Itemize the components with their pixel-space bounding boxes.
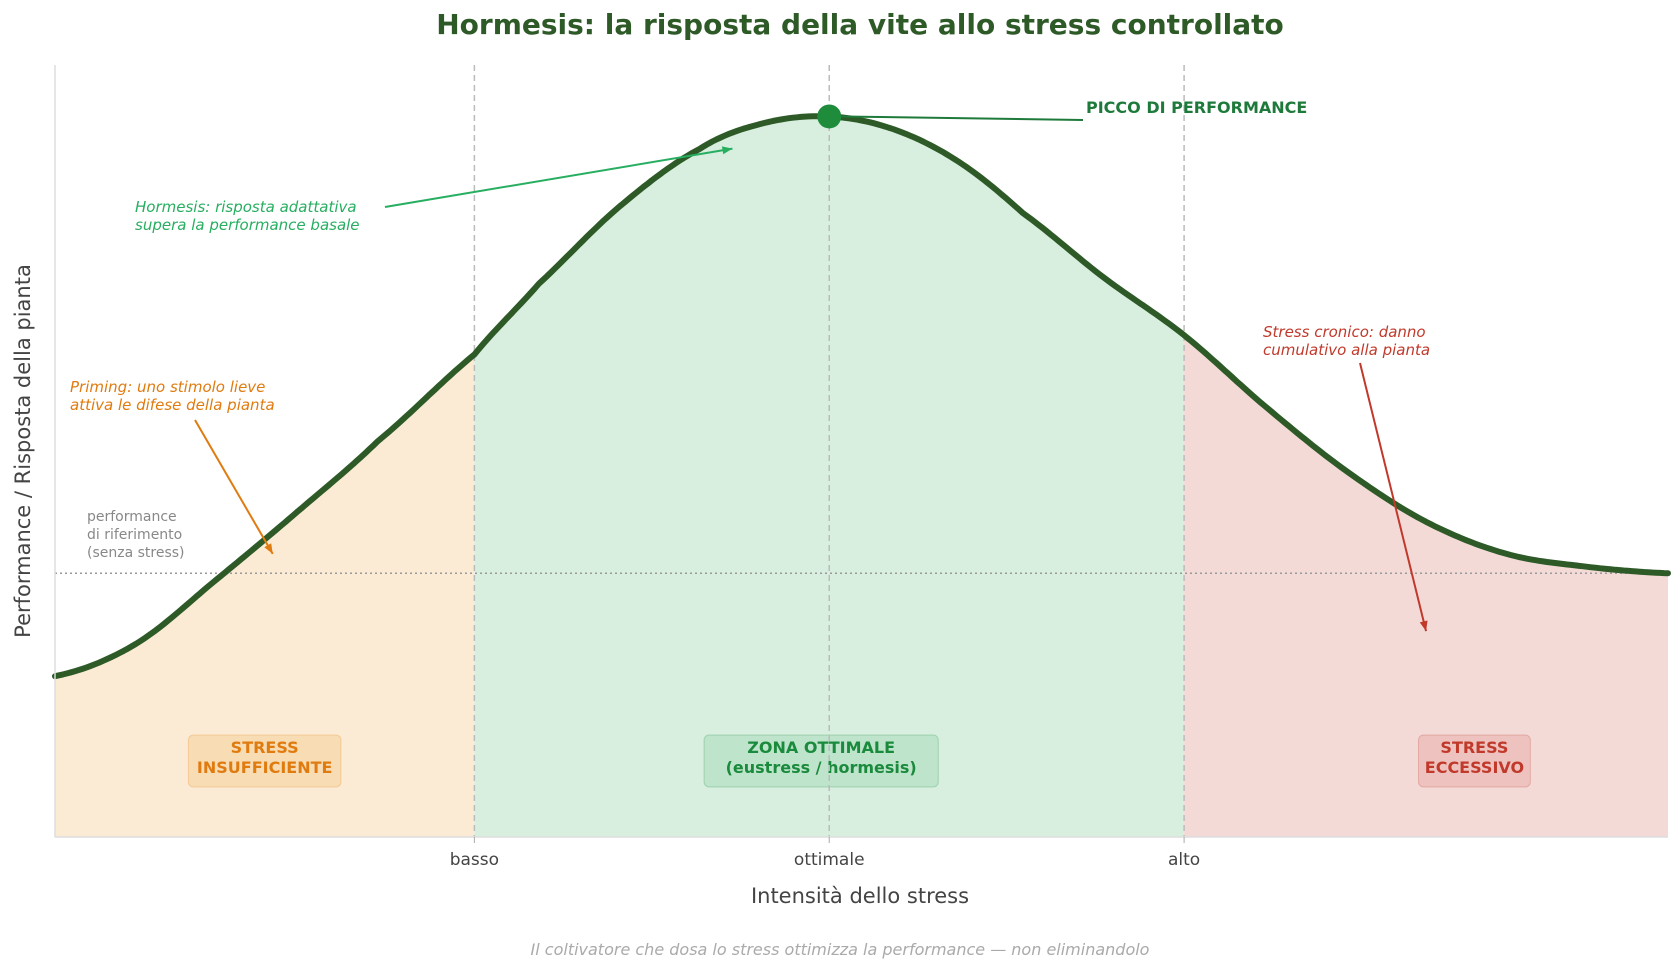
reference-label: performance di riferimento (senza stress) xyxy=(87,509,185,561)
zone-label-2: STRESS ECCESSIVO xyxy=(1425,738,1524,777)
zone-dividers xyxy=(473,65,1185,837)
annotations: Hormesis: risposta adattativa supera la p… xyxy=(70,146,1430,632)
annotation-arrowhead-1 xyxy=(264,543,273,554)
zone-label-box-1 xyxy=(703,734,939,788)
axes xyxy=(54,65,1668,838)
x-tick-label-0: basso xyxy=(450,850,499,870)
peak-arrow xyxy=(841,115,1084,121)
zone-label-boxes: STRESS INSUFFICIENTE ZONA OTTIMALE (eustres… xyxy=(187,734,1531,788)
footer-caption: Il coltivatore che dosa lo stress ottimi… xyxy=(531,940,1150,959)
annotation-2: Stress cronico: danno cumulativo alla pia… xyxy=(1263,323,1430,359)
zone-label-box-2 xyxy=(1418,734,1531,788)
x-tick-label-1: ottimale xyxy=(794,850,865,870)
chart-title: Hormesis: la risposta della vite allo st… xyxy=(436,8,1284,41)
annotation-arrow-1 xyxy=(194,419,274,555)
zone-label-0: STRESS INSUFFICIENTE xyxy=(197,738,333,777)
zone-label-1: ZONA OTTIMALE (eustress / hormesis) xyxy=(726,738,917,777)
performance-curve xyxy=(52,113,1671,680)
annotation-arrowhead-0 xyxy=(721,146,733,155)
peak-label: PICCO DI PERFORMANCE xyxy=(1086,98,1307,117)
x-ticks: basso ottimale alto xyxy=(450,837,1200,870)
annotation-arrow-0 xyxy=(384,147,733,208)
zone-fill-0 xyxy=(55,354,475,837)
annotation-1: Priming: uno stimolo lieve attiva le dife… xyxy=(70,378,275,414)
x-axis-label: Intensità dello stress xyxy=(751,884,969,908)
annotation-0: Hormesis: risposta adattativa supera la p… xyxy=(135,198,360,234)
annotation-arrowhead-2 xyxy=(1419,620,1428,632)
zone-label-box-0 xyxy=(187,734,342,788)
annotation-arrow-2 xyxy=(1359,362,1428,632)
x-tick-label-2: alto xyxy=(1168,850,1200,870)
zone-fill-2 xyxy=(1184,335,1668,837)
peak-marker xyxy=(817,104,842,129)
zone-fills xyxy=(55,116,1668,837)
y-axis-label: Performance / Risposta della pianta xyxy=(11,264,35,638)
